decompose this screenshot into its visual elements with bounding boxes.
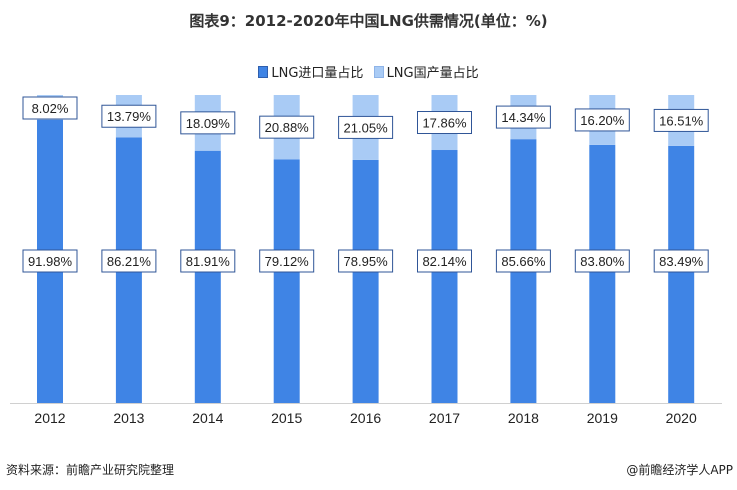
legend-swatch-import xyxy=(258,65,269,78)
data-label-box xyxy=(101,104,157,128)
legend: LNG进口量占比 LNG国产量占比 xyxy=(0,62,737,82)
source-note: 资料来源：前瞻产业研究院整理 xyxy=(6,463,175,477)
legend-label-import: LNG进口量占比 xyxy=(271,66,364,81)
x-tick-label: 2012 xyxy=(34,410,65,426)
data-label-box xyxy=(338,115,394,139)
bar-import xyxy=(352,159,379,403)
data-label-box xyxy=(338,249,394,273)
data-label-domestic: 16.20% xyxy=(580,113,625,128)
data-label-import: 82.14% xyxy=(422,254,467,269)
bar-import xyxy=(589,144,616,403)
bar-import xyxy=(273,159,300,403)
data-label-box xyxy=(22,96,78,120)
legend-item-domestic: LNG国产量占比 xyxy=(373,62,479,81)
data-label-box xyxy=(417,249,472,273)
chart-title: 图表9：2012-2020年中国LNG供需情况(单位：%) xyxy=(189,12,548,30)
data-label-domestic: 17.86% xyxy=(422,116,467,131)
data-label-box xyxy=(259,115,315,139)
data-label-import: 79.12% xyxy=(265,254,310,269)
data-label-domestic: 18.09% xyxy=(186,116,231,131)
data-label-box xyxy=(180,111,236,135)
data-label-box xyxy=(574,249,630,273)
data-label-import: 91.98% xyxy=(28,254,73,269)
legend-item-import: LNG进口量占比 xyxy=(258,62,363,81)
credit-note: @前瞻经济学人APP xyxy=(626,463,733,477)
x-tick-label: 2017 xyxy=(429,410,460,426)
data-label-domestic: 14.34% xyxy=(501,110,546,125)
data-label-domestic: 13.79% xyxy=(107,109,152,124)
bar-import xyxy=(194,150,221,403)
data-label-domestic: 20.88% xyxy=(265,120,310,135)
bar-import xyxy=(431,150,458,403)
x-tick-label: 2019 xyxy=(587,410,618,426)
data-label-import: 83.49% xyxy=(659,254,704,269)
x-tick-label: 2014 xyxy=(192,410,223,426)
data-label-box xyxy=(101,249,157,273)
x-tick-label: 2018 xyxy=(508,410,539,426)
x-tick-label: 2013 xyxy=(113,410,144,426)
data-label-box xyxy=(417,111,472,135)
data-label-import: 81.91% xyxy=(186,254,231,269)
legend-swatch-domestic xyxy=(373,65,384,78)
data-label-box xyxy=(653,249,709,273)
data-label-box xyxy=(495,105,551,129)
data-label-domestic: 8.02% xyxy=(32,101,69,116)
data-label-import: 85.66% xyxy=(501,254,546,269)
legend-label-domestic: LNG国产量占比 xyxy=(386,66,479,81)
data-label-import: 86.21% xyxy=(107,254,152,269)
data-label-import: 83.80% xyxy=(580,254,625,269)
x-tick-label: 2016 xyxy=(350,410,381,426)
data-label-box xyxy=(22,249,78,273)
data-label-box xyxy=(653,108,709,132)
data-label-box xyxy=(574,108,630,132)
x-tick-label: 2015 xyxy=(271,410,302,426)
data-label-domestic: 16.51% xyxy=(659,113,704,128)
data-label-box xyxy=(495,249,551,273)
data-label-box xyxy=(180,249,236,273)
data-label-domestic: 21.05% xyxy=(344,120,389,135)
x-tick-label: 2020 xyxy=(666,410,697,426)
data-label-import: 78.95% xyxy=(344,254,389,269)
data-label-box xyxy=(259,249,315,273)
bar-import xyxy=(668,145,695,403)
